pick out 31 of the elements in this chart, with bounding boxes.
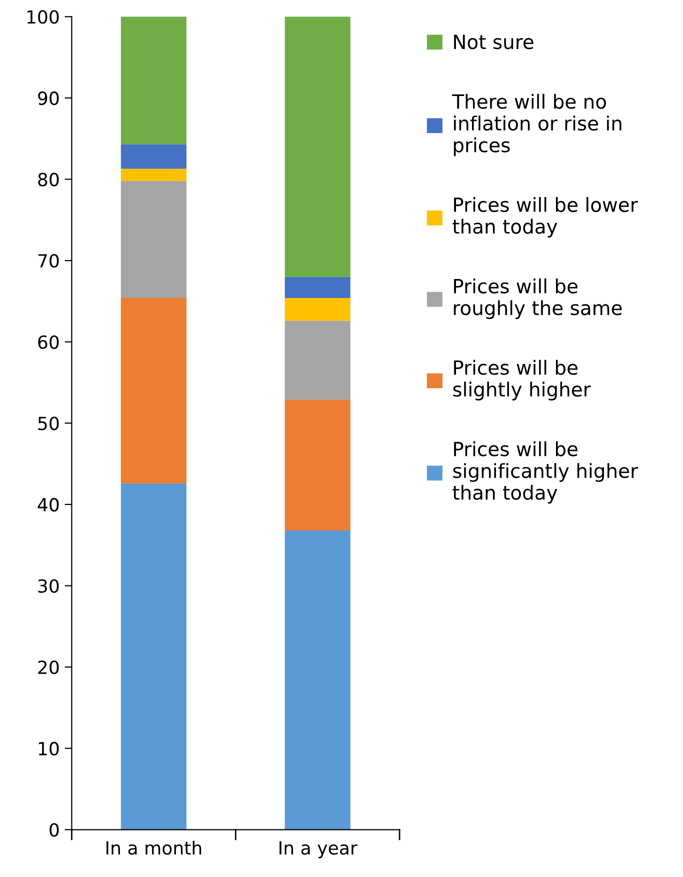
legend-label: There will be no inflation or rise in prices — [452, 94, 622, 156]
y-tick-label: 60 — [38, 335, 59, 349]
bar — [284, 16, 350, 277]
legend-label: Prices will be significantly higher than today — [452, 441, 638, 504]
bar — [284, 400, 350, 530]
bar — [120, 144, 186, 169]
y-tick-label: 40 — [38, 498, 59, 512]
bar — [284, 530, 350, 830]
bar — [284, 298, 350, 321]
legend-label: Prices will be lower than today — [452, 197, 638, 238]
x-tick-label: In a year — [280, 841, 358, 858]
y-tick-label: 30 — [38, 579, 59, 593]
bar — [120, 168, 186, 181]
y-tick-label: 0 — [50, 823, 59, 837]
y-tick-label: 20 — [38, 660, 59, 674]
y-tick-label: 70 — [38, 254, 59, 268]
y-tick-label: 100 — [27, 10, 59, 24]
bar — [120, 180, 186, 298]
y-tick-label: 10 — [38, 742, 59, 756]
bar — [120, 16, 186, 144]
legend-label: Prices will be slightly higher — [453, 360, 591, 400]
bar — [120, 483, 186, 830]
x-tick-label: In a month — [106, 840, 202, 855]
y-tick-label: 50 — [38, 416, 59, 430]
bar — [120, 298, 186, 484]
legend-label: Prices will be roughly the same — [454, 278, 622, 320]
bar — [284, 320, 350, 400]
bar — [284, 276, 350, 298]
y-tick-label: 80 — [38, 172, 59, 186]
legend-label: Not sure — [454, 34, 534, 50]
y-tick-label: 90 — [38, 91, 59, 106]
